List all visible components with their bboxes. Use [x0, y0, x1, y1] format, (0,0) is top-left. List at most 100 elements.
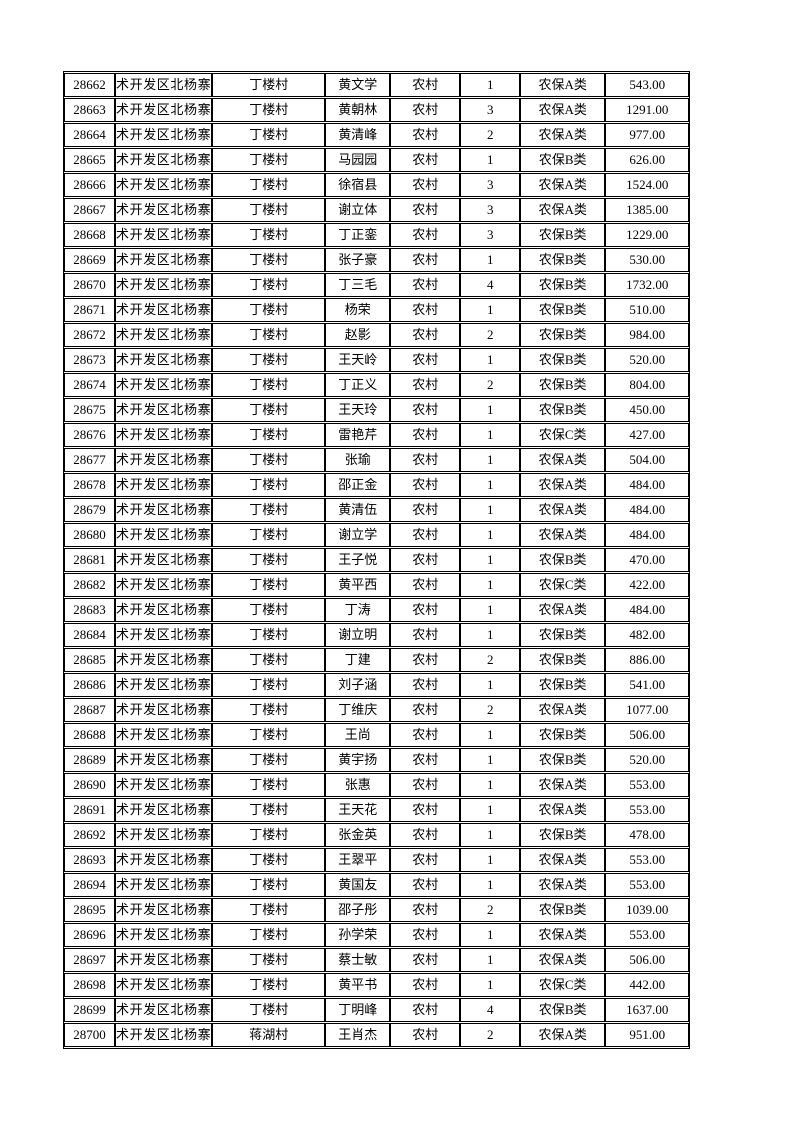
- cell-count: 1: [460, 848, 521, 872]
- cell-district: 术开发区北杨寨: [115, 448, 213, 472]
- cell-district: 术开发区北杨寨: [115, 723, 213, 747]
- cell-residence-type: 农村: [390, 848, 461, 872]
- cell-residence-type: 农村: [390, 98, 461, 122]
- cell-person-name: 邵正金: [325, 473, 391, 497]
- cell-insurance-category: 农保C类: [520, 573, 606, 597]
- cell-village: 丁楼村: [212, 148, 326, 172]
- cell-record-id: 28676: [64, 423, 115, 447]
- cell-residence-type: 农村: [390, 298, 461, 322]
- cell-record-id: 28687: [64, 698, 115, 722]
- cell-amount: 478.00: [605, 823, 690, 847]
- cell-amount: 886.00: [605, 648, 690, 672]
- cell-amount: 553.00: [605, 798, 690, 822]
- table-body: 28662 术开发区北杨寨 丁楼村 黄文学 农村 1 农保A类 543.00 2…: [64, 73, 690, 1047]
- cell-village: 丁楼村: [212, 73, 326, 97]
- cell-district: 术开发区北杨寨: [115, 198, 213, 222]
- cell-district: 术开发区北杨寨: [115, 823, 213, 847]
- cell-village: 丁楼村: [212, 573, 326, 597]
- cell-insurance-category: 农保B类: [520, 348, 606, 372]
- insurance-roster-table: 28662 术开发区北杨寨 丁楼村 黄文学 农村 1 农保A类 543.00 2…: [63, 71, 691, 1049]
- cell-amount: 1732.00: [605, 273, 690, 297]
- cell-residence-type: 农村: [390, 648, 461, 672]
- cell-person-name: 蔡士敏: [325, 948, 391, 972]
- cell-district: 术开发区北杨寨: [115, 373, 213, 397]
- table-row: 28694 术开发区北杨寨 丁楼村 黄国友 农村 1 农保A类 553.00: [64, 873, 690, 897]
- cell-amount: 427.00: [605, 423, 690, 447]
- cell-amount: 450.00: [605, 398, 690, 422]
- cell-village: 丁楼村: [212, 498, 326, 522]
- cell-district: 术开发区北杨寨: [115, 898, 213, 922]
- cell-insurance-category: 农保A类: [520, 98, 606, 122]
- cell-insurance-category: 农保B类: [520, 398, 606, 422]
- cell-amount: 553.00: [605, 923, 690, 947]
- table-row: 28687 术开发区北杨寨 丁楼村 丁维庆 农村 2 农保A类 1077.00: [64, 698, 690, 722]
- cell-village: 丁楼村: [212, 823, 326, 847]
- cell-insurance-category: 农保B类: [520, 673, 606, 697]
- cell-record-id: 28696: [64, 923, 115, 947]
- cell-insurance-category: 农保A类: [520, 448, 606, 472]
- cell-record-id: 28692: [64, 823, 115, 847]
- cell-insurance-category: 农保A类: [520, 123, 606, 147]
- cell-district: 术开发区北杨寨: [115, 998, 213, 1022]
- table-row: 28683 术开发区北杨寨 丁楼村 丁涛 农村 1 农保A类 484.00: [64, 598, 690, 622]
- cell-person-name: 丁明峰: [325, 998, 391, 1022]
- cell-count: 1: [460, 473, 521, 497]
- table-row: 28675 术开发区北杨寨 丁楼村 王天玲 农村 1 农保B类 450.00: [64, 398, 690, 422]
- table-row: 28696 术开发区北杨寨 丁楼村 孙学荣 农村 1 农保A类 553.00: [64, 923, 690, 947]
- cell-amount: 470.00: [605, 548, 690, 572]
- cell-district: 术开发区北杨寨: [115, 598, 213, 622]
- cell-village: 丁楼村: [212, 323, 326, 347]
- cell-amount: 484.00: [605, 473, 690, 497]
- cell-residence-type: 农村: [390, 173, 461, 197]
- cell-insurance-category: 农保C类: [520, 973, 606, 997]
- cell-person-name: 马园园: [325, 148, 391, 172]
- cell-amount: 1385.00: [605, 198, 690, 222]
- cell-district: 术开发区北杨寨: [115, 1023, 213, 1047]
- cell-count: 3: [460, 173, 521, 197]
- cell-record-id: 28674: [64, 373, 115, 397]
- cell-insurance-category: 农保B类: [520, 323, 606, 347]
- cell-district: 术开发区北杨寨: [115, 98, 213, 122]
- cell-record-id: 28681: [64, 548, 115, 572]
- cell-residence-type: 农村: [390, 673, 461, 697]
- table-row: 28685 术开发区北杨寨 丁楼村 丁建 农村 2 农保B类 886.00: [64, 648, 690, 672]
- table-row: 28695 术开发区北杨寨 丁楼村 邵子彤 农村 2 农保B类 1039.00: [64, 898, 690, 922]
- table-row: 28670 术开发区北杨寨 丁楼村 丁三毛 农村 4 农保B类 1732.00: [64, 273, 690, 297]
- cell-district: 术开发区北杨寨: [115, 773, 213, 797]
- cell-person-name: 王翠平: [325, 848, 391, 872]
- cell-district: 术开发区北杨寨: [115, 948, 213, 972]
- table-row: 28691 术开发区北杨寨 丁楼村 王天花 农村 1 农保A类 553.00: [64, 798, 690, 822]
- cell-residence-type: 农村: [390, 773, 461, 797]
- cell-village: 丁楼村: [212, 373, 326, 397]
- cell-residence-type: 农村: [390, 598, 461, 622]
- cell-record-id: 28690: [64, 773, 115, 797]
- cell-amount: 506.00: [605, 948, 690, 972]
- cell-residence-type: 农村: [390, 348, 461, 372]
- cell-residence-type: 农村: [390, 1023, 461, 1047]
- cell-count: 2: [460, 373, 521, 397]
- cell-insurance-category: 农保B类: [520, 273, 606, 297]
- table-row: 28679 术开发区北杨寨 丁楼村 黄清伍 农村 1 农保A类 484.00: [64, 498, 690, 522]
- cell-village: 丁楼村: [212, 223, 326, 247]
- cell-insurance-category: 农保A类: [520, 773, 606, 797]
- cell-village: 蒋湖村: [212, 1023, 326, 1047]
- cell-district: 术开发区北杨寨: [115, 973, 213, 997]
- cell-residence-type: 农村: [390, 623, 461, 647]
- cell-person-name: 张瑜: [325, 448, 391, 472]
- cell-district: 术开发区北杨寨: [115, 223, 213, 247]
- cell-insurance-category: 农保B类: [520, 998, 606, 1022]
- cell-person-name: 张惠: [325, 773, 391, 797]
- cell-district: 术开发区北杨寨: [115, 323, 213, 347]
- cell-person-name: 丁建: [325, 648, 391, 672]
- cell-insurance-category: 农保A类: [520, 873, 606, 897]
- cell-residence-type: 农村: [390, 898, 461, 922]
- cell-person-name: 王子悦: [325, 548, 391, 572]
- cell-person-name: 徐宿县: [325, 173, 391, 197]
- table-row: 28673 术开发区北杨寨 丁楼村 王天岭 农村 1 农保B类 520.00: [64, 348, 690, 372]
- cell-village: 丁楼村: [212, 623, 326, 647]
- cell-village: 丁楼村: [212, 773, 326, 797]
- cell-count: 3: [460, 98, 521, 122]
- cell-amount: 484.00: [605, 498, 690, 522]
- cell-amount: 626.00: [605, 148, 690, 172]
- table-row: 28680 术开发区北杨寨 丁楼村 谢立学 农村 1 农保A类 484.00: [64, 523, 690, 547]
